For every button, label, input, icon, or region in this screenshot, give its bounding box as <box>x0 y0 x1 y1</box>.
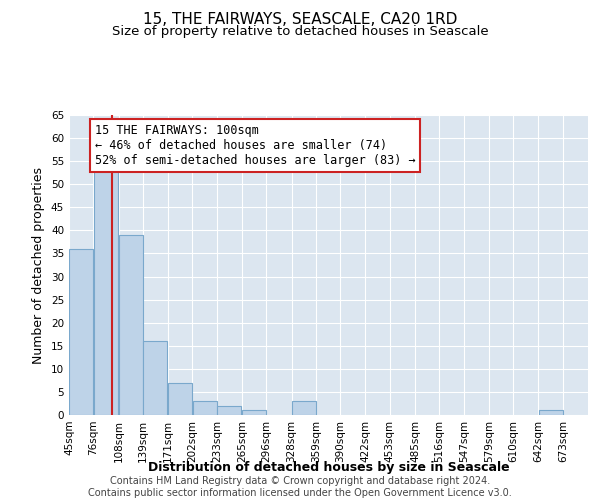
Text: Distribution of detached houses by size in Seascale: Distribution of detached houses by size … <box>148 461 509 474</box>
Bar <box>94 170 118 415</box>
Text: 15, THE FAIRWAYS, SEASCALE, CA20 1RD: 15, THE FAIRWAYS, SEASCALE, CA20 1RD <box>143 12 457 28</box>
Bar <box>242 410 266 415</box>
Text: Contains HM Land Registry data © Crown copyright and database right 2024.
Contai: Contains HM Land Registry data © Crown c… <box>88 476 512 498</box>
Bar <box>143 341 167 415</box>
Text: Size of property relative to detached houses in Seascale: Size of property relative to detached ho… <box>112 25 488 38</box>
Text: 15 THE FAIRWAYS: 100sqm
← 46% of detached houses are smaller (74)
52% of semi-de: 15 THE FAIRWAYS: 100sqm ← 46% of detache… <box>95 124 416 167</box>
Bar <box>292 401 316 415</box>
Bar <box>119 235 143 415</box>
Bar <box>168 382 192 415</box>
Y-axis label: Number of detached properties: Number of detached properties <box>32 166 46 364</box>
Bar <box>539 410 563 415</box>
Bar <box>193 401 217 415</box>
Bar <box>217 406 241 415</box>
Bar <box>69 249 93 415</box>
